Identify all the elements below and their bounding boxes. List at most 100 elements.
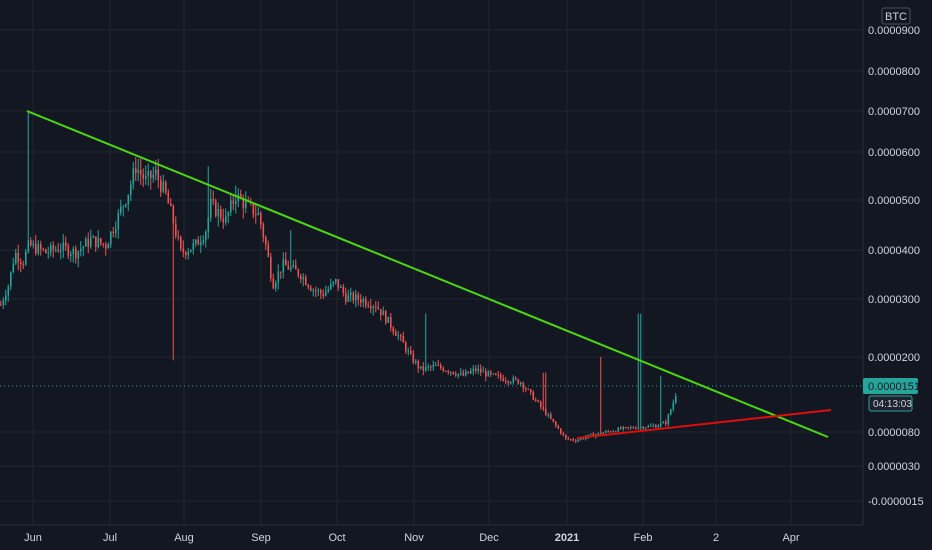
candle-body <box>572 439 575 441</box>
candle-body <box>482 371 485 373</box>
candle-body <box>467 371 470 374</box>
candle-body <box>290 267 292 270</box>
candle-body <box>110 231 112 245</box>
candle-body <box>92 236 95 238</box>
candle-body <box>535 399 537 401</box>
candle-body <box>45 249 47 254</box>
candle-body <box>145 176 147 179</box>
candle-body <box>445 371 447 373</box>
candle-body <box>90 237 92 247</box>
candle-body <box>612 431 615 433</box>
candle-body <box>232 200 235 204</box>
currency-badge-box <box>881 7 911 25</box>
candle-body <box>200 242 202 245</box>
candle-body <box>410 350 412 354</box>
candle-body <box>127 194 130 205</box>
countdown-value: 04:13:03 <box>873 399 912 410</box>
candle-body <box>235 201 237 204</box>
time-tick-label: Apr <box>782 532 799 544</box>
candle-body <box>500 375 502 379</box>
candle-body <box>190 249 192 252</box>
candle-body <box>382 311 385 316</box>
candle-body <box>417 361 420 369</box>
candle-body <box>240 193 242 199</box>
candle-body <box>115 228 117 234</box>
candle-body <box>222 218 225 223</box>
candle-body <box>490 371 492 374</box>
time-tick-label: Dec <box>479 532 499 544</box>
last-price-value: 0.0000151 <box>868 381 920 393</box>
candle-body <box>390 316 392 328</box>
candle-body <box>295 264 297 270</box>
candle-body <box>665 422 667 425</box>
candle-body <box>582 438 585 440</box>
candle-body <box>132 168 135 185</box>
candle-body <box>195 239 197 244</box>
candle-body <box>405 342 407 352</box>
candle-body <box>202 240 205 243</box>
candle-body <box>207 217 210 233</box>
candle-body <box>510 382 512 384</box>
candle-body <box>635 428 637 430</box>
candle-body <box>592 433 595 437</box>
candle-body <box>312 290 315 292</box>
price-axis[interactable]: 0.0000900 0.0000800 0.0000700 0.0000600 0.00… <box>868 25 924 508</box>
horizontal-gridlines <box>0 29 863 502</box>
time-tick-label: Jun <box>24 532 42 544</box>
candle-body <box>22 264 25 266</box>
candle-body <box>610 431 612 433</box>
candle-body <box>50 245 52 253</box>
candle-body <box>77 251 80 259</box>
candle-body <box>395 332 397 336</box>
price-tick-label: 0.0000600 <box>868 147 920 159</box>
countdown-badge: 04:13:03 <box>868 395 913 412</box>
candle-body <box>307 284 310 288</box>
candle-body <box>625 426 627 428</box>
candle-body <box>365 298 367 306</box>
candle-body <box>637 427 640 429</box>
time-tick-label: 2021 <box>555 532 579 544</box>
candle-body <box>305 277 307 285</box>
candle-body <box>185 252 187 256</box>
candle-body <box>667 414 670 425</box>
candle-body <box>75 248 77 259</box>
currency-badge[interactable]: BTC <box>881 7 911 25</box>
candle-body <box>485 371 487 377</box>
candle-body <box>557 425 560 429</box>
candle-body <box>102 243 105 245</box>
candle-body <box>37 244 40 254</box>
candle-body <box>590 433 592 435</box>
candle-body <box>452 371 455 375</box>
candle-body <box>600 432 602 434</box>
candle-body <box>640 426 642 428</box>
support-trendline[interactable] <box>576 409 832 439</box>
candle-body <box>157 169 160 180</box>
candle-body <box>502 378 505 381</box>
candle-body <box>622 426 625 429</box>
candle-body <box>602 432 605 434</box>
currency-label: BTC <box>885 11 907 23</box>
price-tick-label: 0.0000800 <box>868 66 920 78</box>
candle-body <box>277 271 280 283</box>
candle-body <box>227 212 230 216</box>
candle-body <box>527 389 530 391</box>
resistance-trendline[interactable] <box>26 110 829 438</box>
candle-body <box>447 371 450 373</box>
candle-body <box>255 214 257 216</box>
candle-body <box>472 368 475 371</box>
time-tick-label: 2 <box>713 532 719 544</box>
candle-body <box>192 243 195 250</box>
candle-body <box>350 293 352 296</box>
time-axis[interactable]: Jun Jul Aug Sep Oct Nov Dec 2021 Feb 2 Apr <box>24 532 800 544</box>
candle-body <box>435 365 437 367</box>
candle-body <box>412 353 415 363</box>
candle-body <box>280 271 282 273</box>
candle-body <box>262 224 265 238</box>
candle-body <box>62 242 65 251</box>
candle-body <box>165 182 167 193</box>
candle-body <box>217 209 220 217</box>
candle-body <box>577 439 580 442</box>
candle-body <box>385 311 387 323</box>
candle-body <box>87 239 90 247</box>
